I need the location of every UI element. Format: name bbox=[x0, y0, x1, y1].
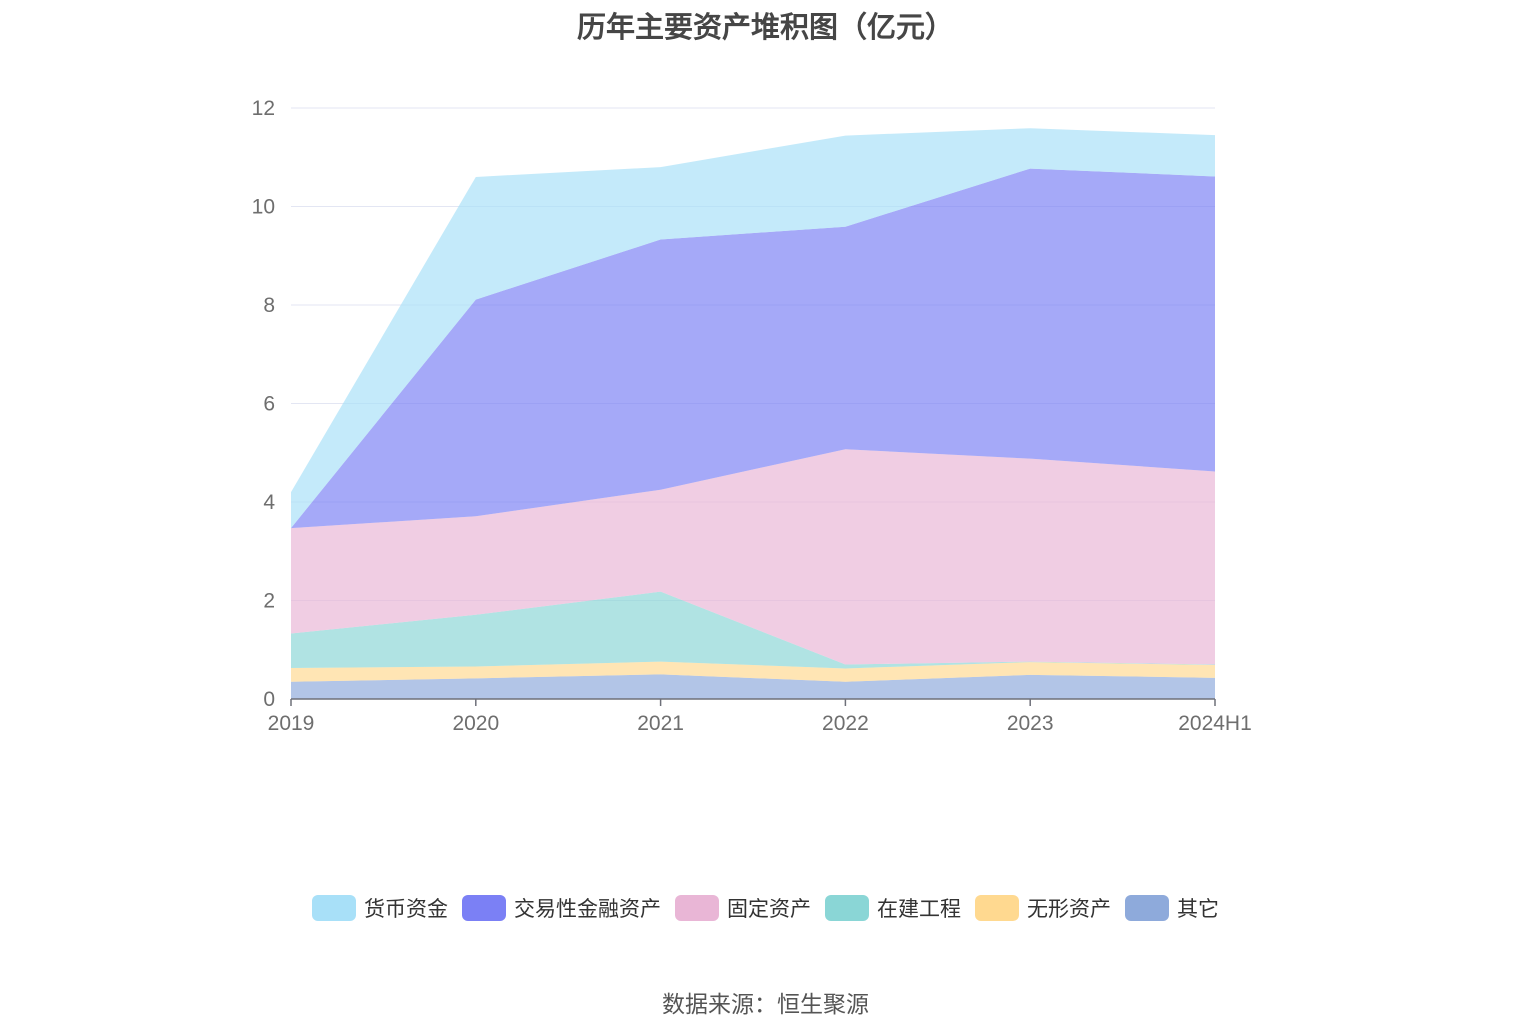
x-tick-label: 2022 bbox=[822, 712, 869, 735]
legend-swatch-cash bbox=[312, 895, 356, 921]
legend-swatch-fixed-assets bbox=[675, 895, 719, 921]
y-tick-label: 12 bbox=[252, 97, 275, 120]
y-tick-label: 0 bbox=[263, 688, 275, 711]
y-tick-label: 4 bbox=[263, 491, 275, 514]
x-tick-label: 2020 bbox=[452, 712, 499, 735]
legend-item-trading-assets[interactable]: 交易性金融资产 bbox=[462, 893, 661, 923]
x-tick-label: 2021 bbox=[637, 712, 684, 735]
legend-item-intangible[interactable]: 无形资产 bbox=[975, 893, 1111, 923]
x-tick-label: 2024H1 bbox=[1178, 712, 1252, 735]
y-tick-label: 10 bbox=[252, 196, 275, 219]
area-series-2 bbox=[291, 591, 1215, 669]
legend-item-cash[interactable]: 货币资金 bbox=[312, 893, 448, 923]
legend-swatch-other bbox=[1125, 895, 1169, 921]
y-tick-label: 2 bbox=[263, 590, 275, 613]
x-tick-label: 2023 bbox=[1007, 712, 1054, 735]
legend-swatch-intangible bbox=[975, 895, 1019, 921]
x-tick-label: 2019 bbox=[268, 712, 315, 735]
area-series-1 bbox=[291, 661, 1215, 682]
area-series-4 bbox=[291, 168, 1215, 529]
chart-title: 历年主要资产堆积图（亿元） bbox=[576, 10, 954, 44]
legend-swatch-trading-assets bbox=[462, 895, 506, 921]
y-tick-label: 6 bbox=[263, 393, 275, 416]
data-source: 数据来源：恒生聚源 bbox=[662, 992, 869, 1018]
legend-label-other: 其它 bbox=[1177, 897, 1219, 921]
area-series-3 bbox=[291, 449, 1215, 665]
legend-swatch-construction bbox=[825, 895, 869, 921]
legend: 货币资金 交易性金融资产 固定资产 在建工程 无形资产 其它 bbox=[0, 893, 1531, 923]
legend-label-trading-assets: 交易性金融资产 bbox=[514, 897, 661, 921]
legend-label-fixed-assets: 固定资产 bbox=[727, 897, 811, 921]
legend-item-other[interactable]: 其它 bbox=[1125, 893, 1219, 923]
legend-label-cash: 货币资金 bbox=[364, 897, 448, 921]
area-series-5 bbox=[291, 128, 1215, 529]
legend-label-intangible: 无形资产 bbox=[1027, 897, 1111, 921]
legend-label-construction: 在建工程 bbox=[877, 897, 961, 921]
area-series-0 bbox=[291, 674, 1215, 699]
legend-item-fixed-assets[interactable]: 固定资产 bbox=[675, 893, 811, 923]
y-tick-label: 8 bbox=[263, 294, 275, 317]
legend-item-construction[interactable]: 在建工程 bbox=[825, 893, 961, 923]
